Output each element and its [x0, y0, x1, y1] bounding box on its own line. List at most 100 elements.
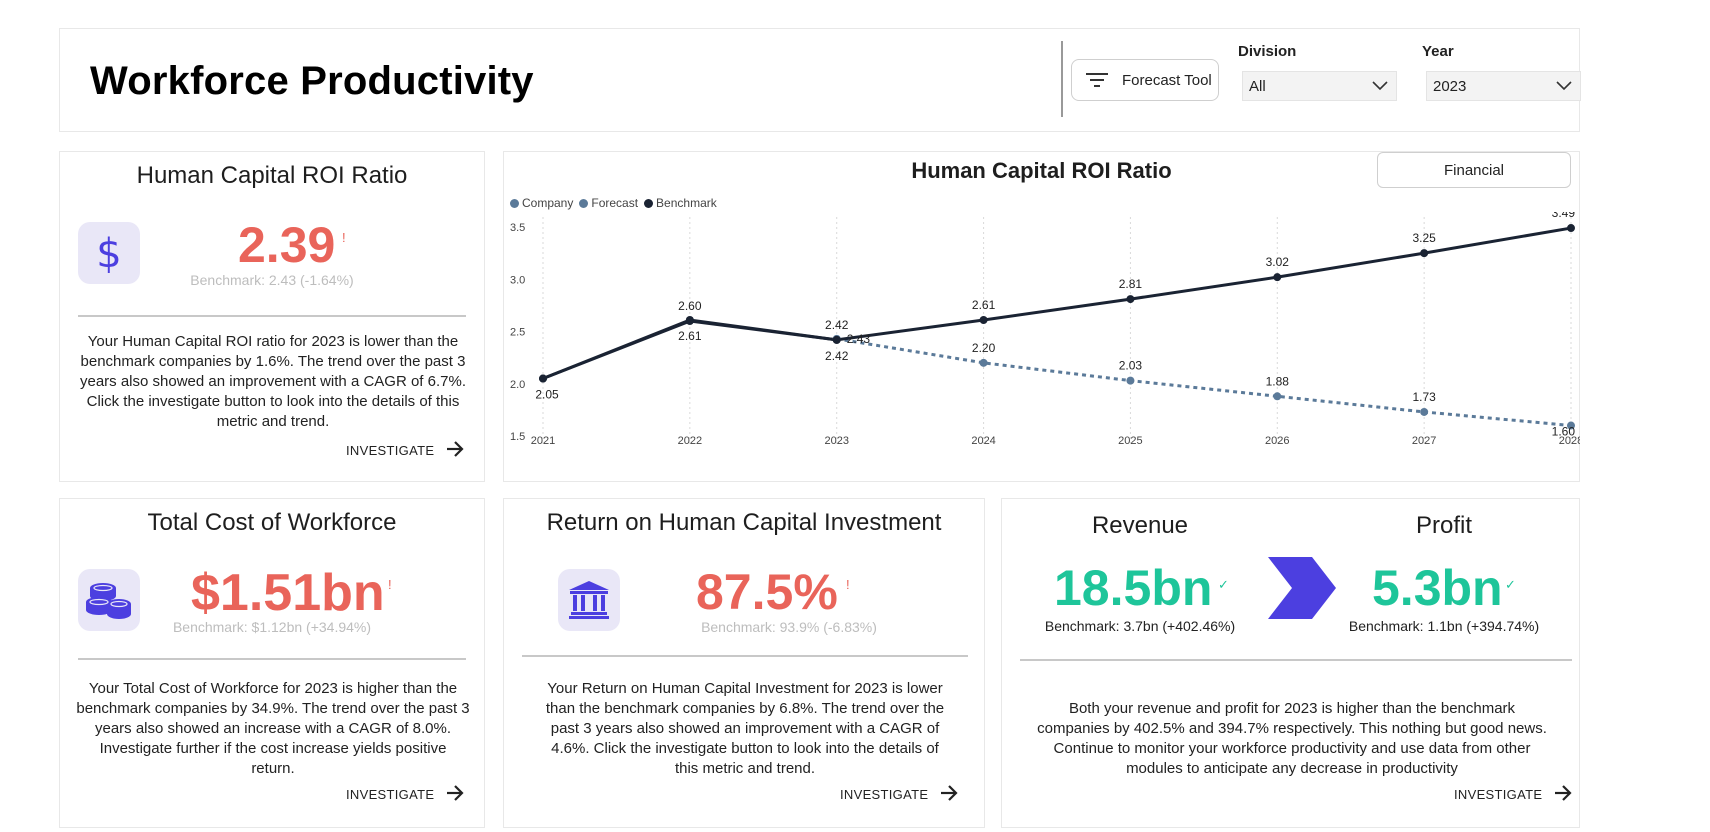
revenue-title: Revenue — [1091, 512, 1189, 539]
alert-mark: ! — [846, 577, 850, 592]
division-label: Division — [1238, 43, 1297, 60]
filter-lines-icon — [1072, 72, 1122, 88]
benchmark-text: Benchmark: 2.43 (-1.64%) — [190, 272, 354, 288]
revenue-profit-card: Revenue Profit 18.5bn ✓ Benchmark: 3.7bn… — [1001, 498, 1580, 828]
card-title: Total Cost of Workforce — [147, 509, 397, 536]
forecast-point — [1273, 392, 1282, 401]
chevron-down-icon — [1556, 78, 1572, 95]
forecast-data-label: 1.88 — [1266, 374, 1290, 388]
y-tick-label: 2.0 — [510, 379, 525, 391]
benchmark-data-label: 3.25 — [1412, 231, 1436, 245]
x-tick-label: 2026 — [1265, 435, 1289, 447]
profit-value: 5.3bn — [1372, 560, 1503, 616]
investigate-label: INVESTIGATE — [840, 787, 929, 802]
legend-dot-company — [510, 198, 519, 208]
chevron-right-icon — [1268, 557, 1336, 624]
divider — [78, 315, 466, 317]
forecast-data-label: 1.73 — [1412, 390, 1436, 404]
x-tick-label: 2025 — [1118, 435, 1142, 447]
benchmark-point — [1420, 249, 1429, 258]
benchmark-point — [1567, 224, 1575, 233]
company-data-label: 2.61 — [678, 329, 702, 343]
year-value: 2023 — [1433, 77, 1467, 95]
kpi-value: 2.39 — [238, 217, 336, 273]
x-tick-label: 2027 — [1412, 435, 1436, 447]
benchmark-data-label: 2.61 — [972, 298, 996, 312]
description: Both your revenue and profit for 2023 is… — [1037, 700, 1547, 777]
profit-benchmark: Benchmark: 1.1bn (+394.74%) — [1348, 618, 1540, 634]
revenue-value: 18.5bn — [1054, 560, 1213, 616]
header-bar: Workforce Productivity Forecast Tool Div… — [59, 28, 1581, 132]
forecast-tool-label: Forecast Tool — [1122, 71, 1212, 89]
y-tick-label: 2.5 — [510, 327, 525, 339]
benchmark-data-label: 2.42 — [825, 318, 849, 332]
legend-label-forecast: Forecast — [591, 196, 639, 210]
card-title: Return on Human Capital Investment — [546, 509, 942, 536]
benchmark-point — [979, 316, 988, 325]
investigate-button[interactable]: INVESTIGATE — [346, 441, 464, 460]
benchmark-text: Benchmark: $1.12bn (+34.94%) — [172, 619, 372, 635]
roi-ratio-card: Human Capital ROI Ratio $ 2.39 ! Benchma… — [59, 151, 485, 482]
benchmark-data-label: 2.60 — [678, 299, 702, 313]
company-point — [832, 335, 841, 344]
svg-text:$: $ — [96, 231, 121, 275]
arrow-right-icon — [940, 785, 958, 804]
forecast-point — [1420, 407, 1429, 416]
company-data-label: 2.05 — [535, 388, 559, 402]
benchmark-point — [1126, 295, 1135, 304]
card-title: Human Capital ROI Ratio — [136, 162, 408, 189]
description: Your Total Cost of Workforce for 2023 is… — [76, 680, 470, 777]
roi-trend-chart-card: Human Capital ROI Ratio Financial Compan… — [503, 151, 1580, 482]
return-on-hc-investment-card: Return on Human Capital Investment 87.5%… — [503, 498, 985, 828]
benchmark-data-label: 3.02 — [1266, 255, 1290, 269]
y-tick-label: 3.5 — [510, 222, 525, 234]
investigate-label: INVESTIGATE — [346, 787, 435, 802]
forecast-line — [836, 337, 1572, 428]
kpi-value: 87.5% — [696, 564, 838, 620]
investigate-button[interactable]: INVESTIGATE — [346, 785, 464, 804]
division-value: All — [1249, 77, 1266, 95]
division-dropdown[interactable]: All — [1242, 71, 1397, 101]
divider — [78, 658, 466, 660]
arrow-right-icon — [446, 441, 464, 460]
divider — [522, 655, 968, 657]
legend-item-benchmark: Benchmark — [644, 196, 717, 210]
investigate-button[interactable]: INVESTIGATE — [1454, 785, 1572, 804]
chevron-down-icon — [1372, 78, 1388, 95]
investigate-button[interactable]: INVESTIGATE — [840, 785, 958, 804]
financial-button[interactable]: Financial — [1377, 152, 1571, 188]
benchmark-text: Benchmark: 93.9% (-6.83%) — [701, 619, 877, 635]
divider — [1020, 659, 1572, 661]
coins-icon — [78, 569, 140, 631]
revenue-benchmark: Benchmark: 3.7bn (+402.46%) — [1044, 618, 1236, 634]
company-point — [685, 316, 694, 325]
chart-title: Human Capital ROI Ratio — [911, 158, 1172, 183]
company-point — [539, 374, 547, 383]
year-dropdown[interactable]: 2023 — [1426, 71, 1581, 101]
x-tick-label: 2022 — [678, 435, 702, 447]
legend-dot-forecast — [579, 198, 589, 208]
legend-dot-benchmark — [644, 198, 654, 208]
bank-icon — [558, 569, 620, 631]
profit-title: Profit — [1415, 512, 1472, 539]
forecast-tool-button[interactable]: Forecast Tool — [1071, 59, 1219, 101]
description: Your Return on Human Capital Investment … — [545, 680, 945, 777]
investigate-label: INVESTIGATE — [1454, 787, 1543, 802]
legend-item-forecast: Forecast — [579, 196, 638, 210]
forecast-data-label: 2.03 — [1119, 359, 1143, 373]
chart-legend: Company Forecast Benchmark — [510, 196, 717, 210]
line-chart: 1.5 2.0 2.5 3.0 3.5 2021 2022 2023 2024 2025 2026 2… — [510, 212, 1580, 447]
alert-mark: ! — [388, 577, 392, 592]
forecast-point — [1126, 376, 1135, 385]
forecast-data-label: 1.60 — [1552, 425, 1576, 439]
benchmark-point — [1273, 273, 1282, 282]
forecast-point — [1567, 421, 1575, 430]
forecast-point — [979, 358, 988, 367]
alert-mark: ! — [342, 230, 346, 245]
x-tick-label: 2021 — [531, 435, 555, 447]
legend-label-benchmark: Benchmark — [656, 196, 717, 210]
profit-check-mark: ✓ — [1505, 577, 1516, 592]
arrow-right-icon — [1554, 785, 1572, 804]
x-tick-label: 2024 — [971, 435, 995, 447]
company-data-label: 2.42 — [825, 349, 849, 363]
